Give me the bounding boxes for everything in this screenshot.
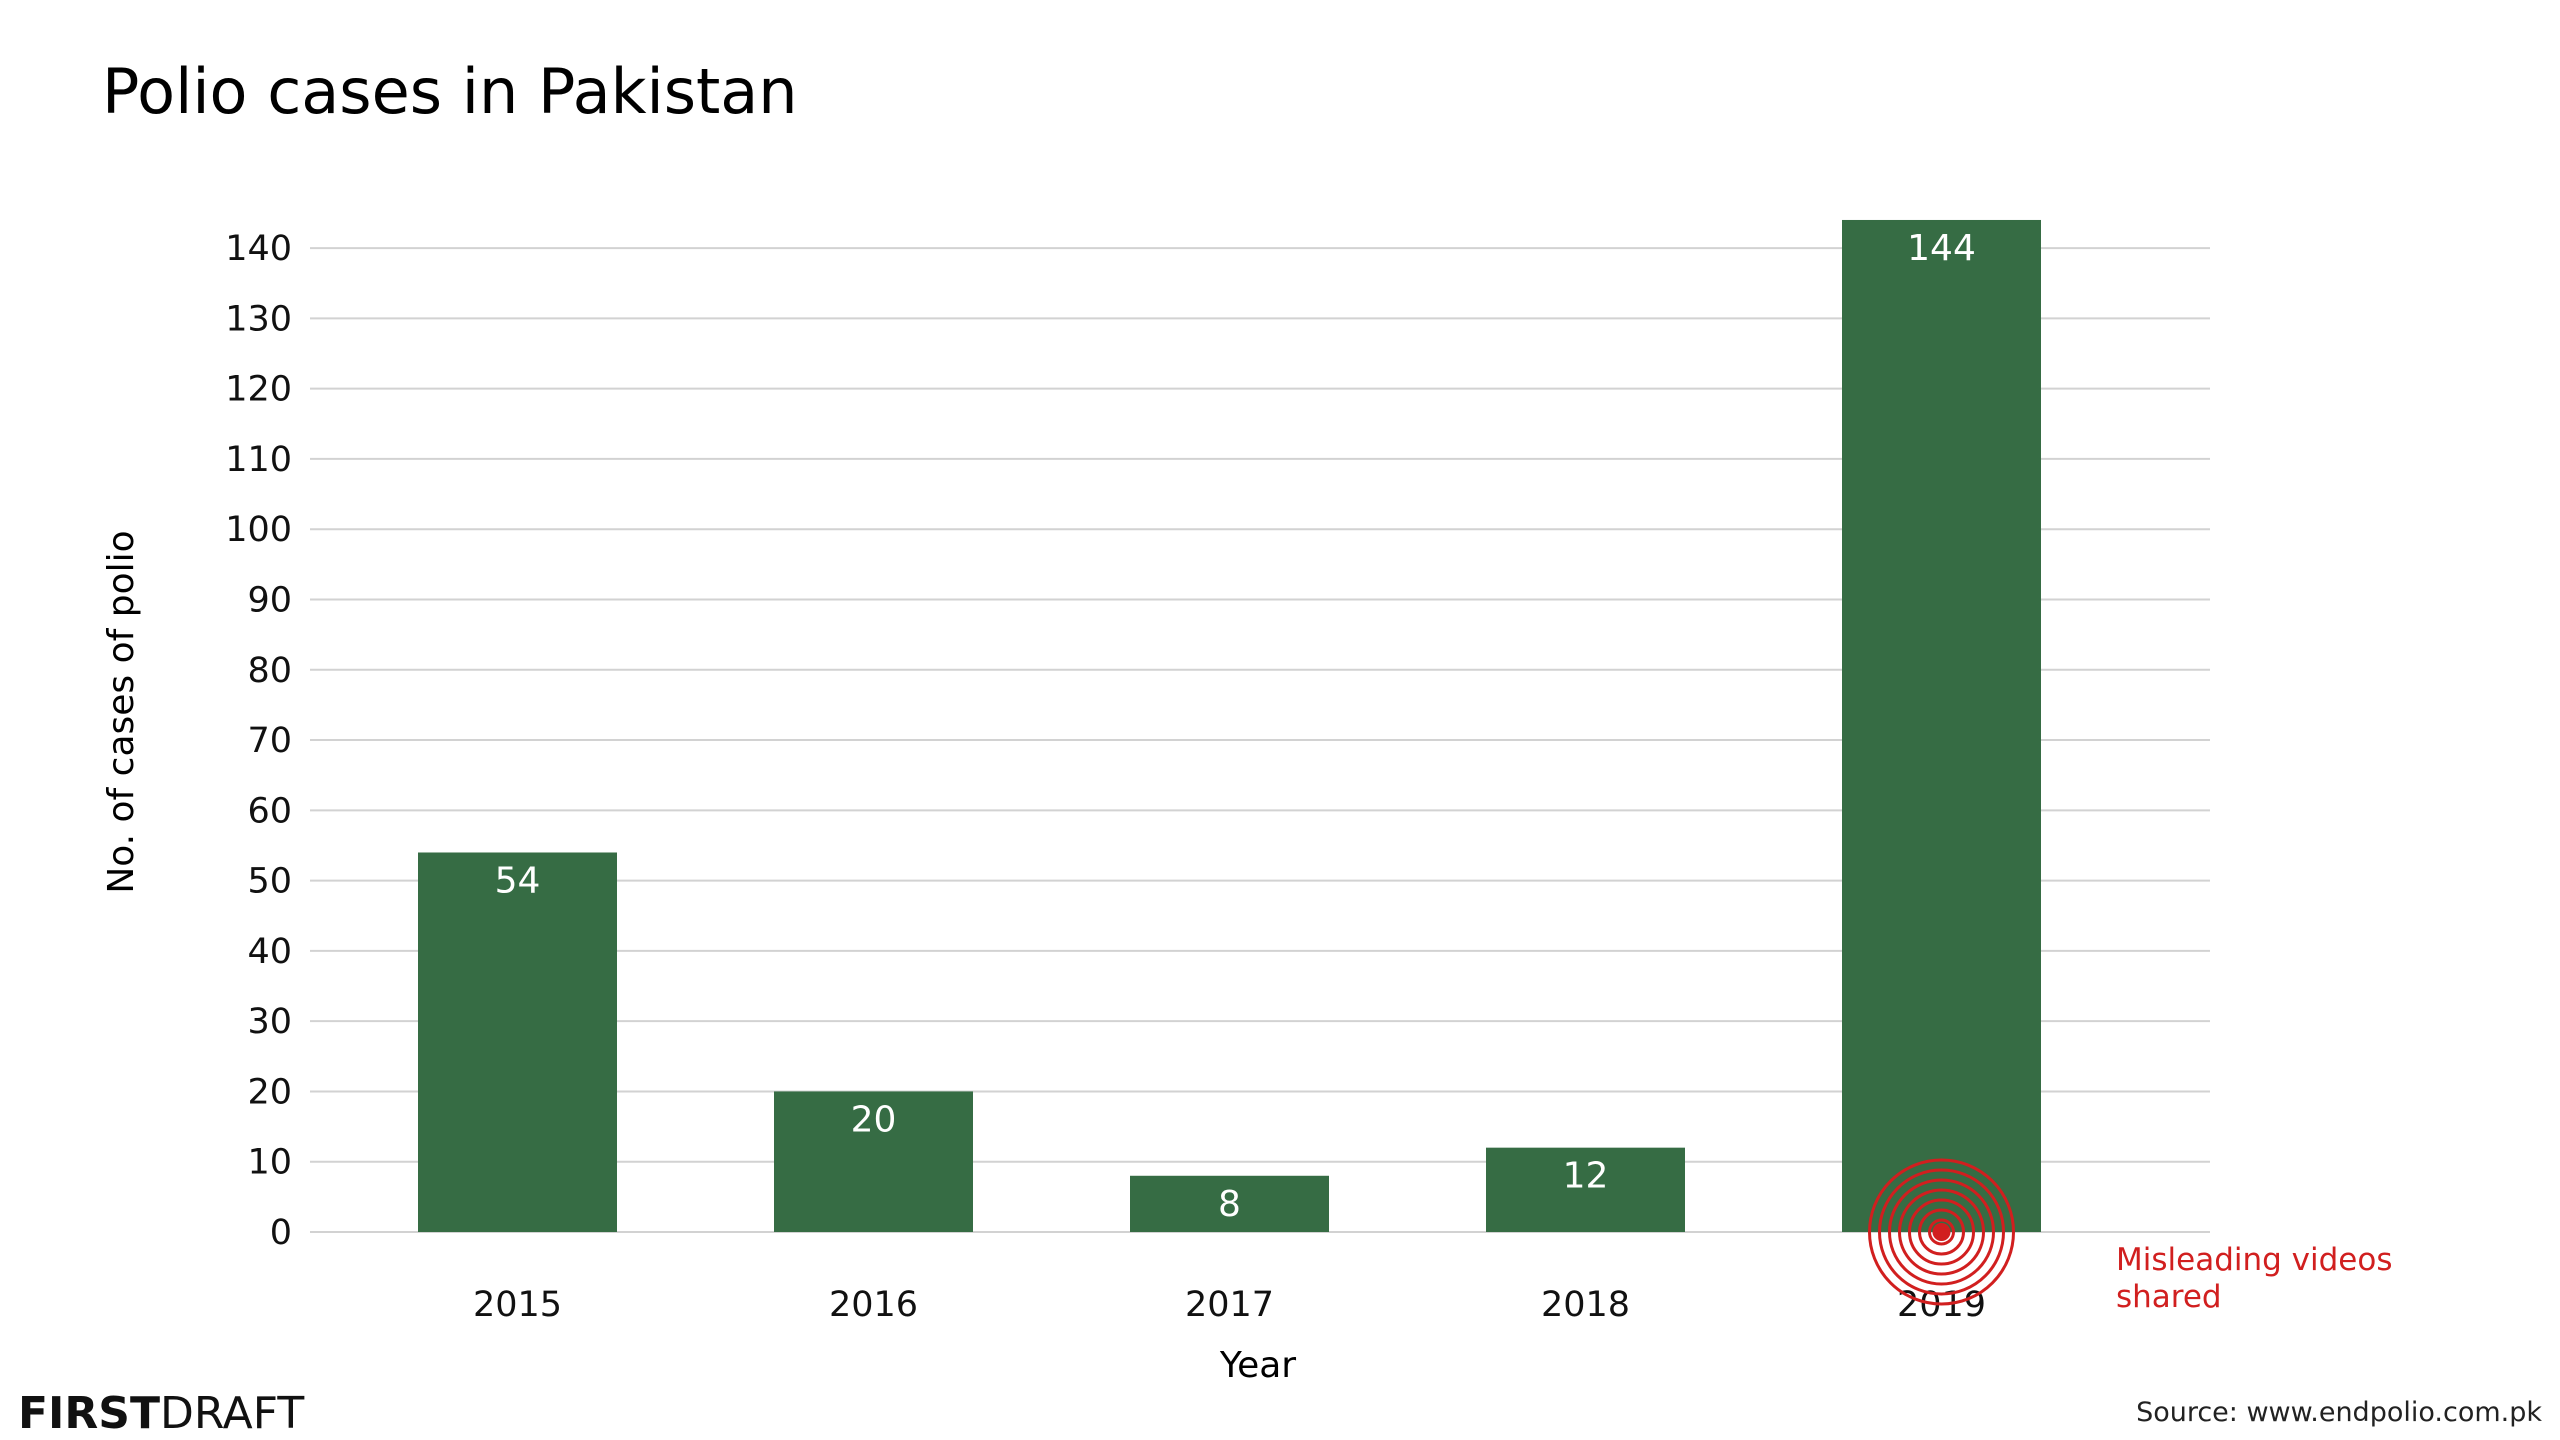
x-tick-label-2015: 2015 [473,1285,562,1325]
brand-logo: FIRSTDRAFT [18,1388,304,1439]
y-tick-label: 50 [247,862,292,902]
data-label-2019: 144 [1907,228,1976,269]
y-tick-label: 110 [225,440,292,480]
annotation-text-line2: shared [2116,1279,2222,1315]
data-label-2017: 8 [1218,1184,1241,1225]
x-tick-label-2018: 2018 [1541,1285,1630,1325]
y-tick-label: 140 [225,229,292,269]
data-label-2015: 54 [495,860,541,901]
y-tick-label: 0 [270,1213,292,1253]
bar-2018 [1486,1147,1685,1232]
y-tick-label: 120 [225,370,292,410]
y-tick-label: 80 [247,651,292,691]
target-ring [1928,1218,1955,1246]
target-ring [1898,1188,1985,1276]
y-tick-label: 30 [247,1002,292,1042]
x-tick-label-2016: 2016 [829,1285,918,1325]
y-tick-label: 90 [247,580,292,620]
brand-first: FIRST [18,1388,160,1439]
x-tick-label-2017: 2017 [1185,1285,1274,1325]
bar-2016 [774,1091,973,1232]
y-tick-label: 100 [225,510,292,550]
y-axis-ticks: 0 10 20 30 40 50 60 70 80 90 100 110 120 130 140 [225,229,292,1253]
bars: 54 20 8 12 144 [418,219,2041,1232]
target-ring [1888,1178,1995,1286]
bar-2015 [418,852,617,1232]
chart-title: Polio cases in Pakistan [102,55,798,128]
source-note: Source: www.endpolio.com.pk [2136,1397,2542,1428]
y-tick-label: 10 [247,1143,292,1183]
target-ring [1908,1198,1975,1266]
y-tick-label: 20 [247,1072,292,1112]
y-tick-label: 60 [247,791,292,831]
bar-2017 [1130,1175,1329,1232]
target-ring [1878,1168,2005,1296]
brand-draft: DRAFT [160,1388,304,1439]
target-ring [1868,1158,2015,1306]
annotation: Misleading videos shared [1868,1158,2393,1315]
annotation-text-line1: Misleading videos [2116,1242,2393,1278]
y-axis-label: No. of cases of polio [101,530,142,893]
target-center [1932,1223,1951,1241]
y-tick-label: 40 [247,932,292,972]
target-ring [1918,1208,1965,1256]
x-axis-ticks: 2015 2016 2017 2018 2019 [473,1285,1986,1325]
data-label-2016: 20 [851,1099,897,1140]
bar-2019 [1842,219,2041,1232]
y-tick-label: 70 [247,721,292,761]
data-label-2018: 12 [1563,1156,1609,1197]
target-icon [1868,1158,2015,1306]
y-tick-label: 130 [225,299,292,339]
x-axis-label: Year [1219,1345,1296,1386]
